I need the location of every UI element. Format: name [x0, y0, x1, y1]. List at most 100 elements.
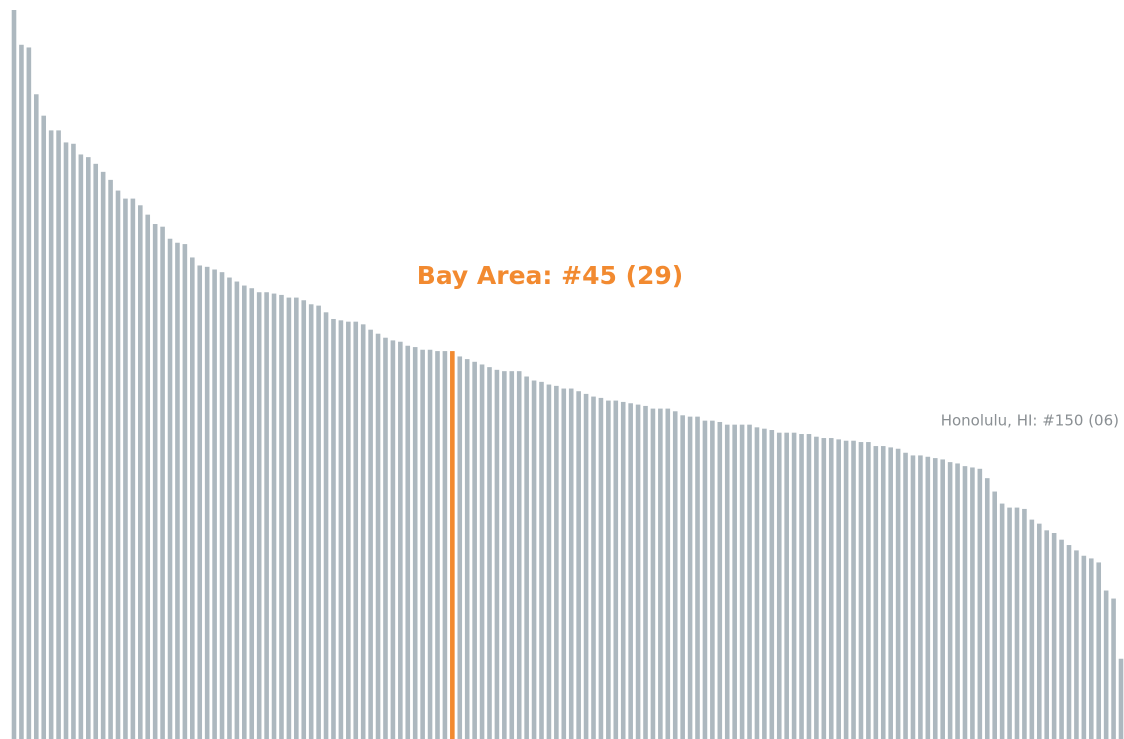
bar: [509, 371, 515, 739]
bar: [41, 115, 47, 739]
bar: [1007, 507, 1012, 739]
bar: [658, 408, 663, 739]
bar: [606, 400, 611, 739]
bar: [167, 238, 173, 739]
bar: [576, 391, 581, 739]
bar: [568, 388, 574, 739]
bar: [1059, 539, 1064, 739]
bar: [360, 324, 366, 739]
bar: [494, 369, 500, 739]
bar: [1088, 558, 1094, 739]
bar: [643, 405, 648, 739]
bar: [249, 288, 255, 739]
bar: [561, 388, 567, 739]
bar: [346, 321, 351, 739]
bar: [598, 397, 604, 739]
bar: [910, 455, 916, 739]
bar: [1118, 658, 1124, 739]
bar: [100, 171, 106, 739]
bar: [672, 411, 678, 739]
bar: [999, 503, 1005, 739]
bar: [531, 380, 537, 739]
bar: [776, 432, 782, 739]
bar: [628, 403, 633, 739]
bar: [152, 224, 158, 739]
bar: [48, 130, 54, 739]
bar: [85, 157, 91, 739]
bar: [301, 300, 307, 739]
bar: [947, 462, 953, 739]
bar: [353, 321, 359, 739]
bar: [791, 432, 797, 739]
bar: [502, 371, 507, 739]
bar: [138, 205, 143, 739]
bar: [464, 359, 470, 739]
bar: [888, 447, 893, 739]
bar: [1111, 598, 1116, 739]
bar: [821, 438, 827, 739]
bar: [323, 312, 329, 739]
bar: [970, 467, 975, 739]
bar: [63, 142, 69, 739]
bar: [754, 427, 760, 739]
bar: [895, 448, 901, 739]
bar: [866, 442, 871, 739]
bar: [769, 430, 775, 739]
bar: [880, 446, 886, 739]
bar: [546, 384, 552, 739]
bar: [442, 351, 448, 739]
bar: [383, 337, 388, 739]
bar: [1081, 555, 1087, 739]
bar: [182, 244, 188, 739]
bar: [851, 440, 856, 739]
bar: [843, 440, 849, 739]
bar: [145, 214, 151, 739]
bar: [308, 304, 314, 739]
bar: [1074, 550, 1079, 739]
bar: [1051, 533, 1057, 739]
bar: [1029, 519, 1035, 739]
bar: [977, 468, 983, 739]
bar: [635, 404, 641, 739]
bar: [1022, 508, 1027, 739]
bar: [472, 361, 477, 739]
bar: [680, 415, 685, 739]
bar: [799, 434, 804, 739]
bar: [26, 47, 32, 739]
bar: [130, 198, 136, 739]
bar: [814, 436, 819, 739]
bar: [212, 269, 217, 739]
bar: [398, 341, 403, 739]
bar: [695, 416, 700, 739]
bar: [762, 428, 767, 739]
bar: [256, 292, 262, 739]
bar: [390, 340, 396, 739]
bar: [242, 285, 247, 739]
bar: [1044, 530, 1050, 739]
bar: [873, 446, 879, 739]
bar: [190, 257, 195, 739]
bar: [858, 442, 864, 739]
bar: [1096, 562, 1102, 739]
bar: [234, 281, 240, 739]
bar: [316, 305, 321, 739]
bar: [93, 163, 99, 739]
bar: [955, 463, 960, 739]
bar: [984, 478, 990, 739]
bar: [78, 154, 84, 739]
bar: [1103, 590, 1109, 739]
bar: [279, 294, 284, 739]
bar: [992, 491, 997, 739]
bar: [516, 371, 522, 739]
bar: [294, 297, 299, 739]
bar: [19, 44, 24, 739]
bar: [160, 226, 165, 739]
bar: [435, 351, 440, 739]
bar: [962, 466, 968, 739]
bar: [710, 420, 715, 739]
bar: [338, 320, 344, 739]
bar: [479, 364, 485, 739]
bars: [11, 10, 1124, 739]
bar: [1036, 523, 1042, 739]
